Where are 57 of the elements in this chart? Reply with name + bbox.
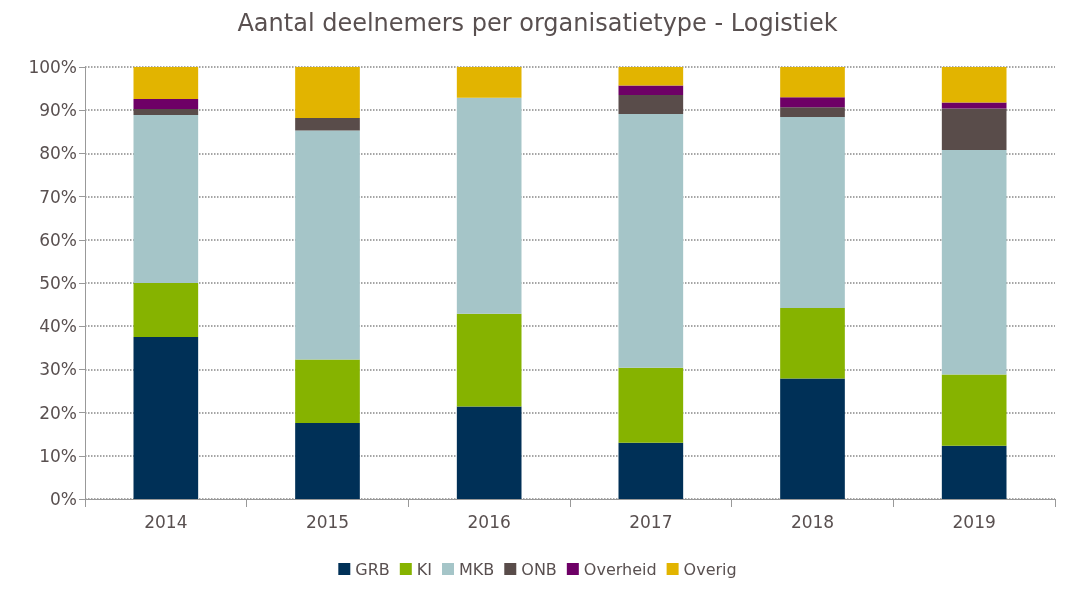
bar [456,97,522,314]
legend-label: ONB [521,559,557,579]
bar [941,67,1007,103]
bar [133,337,199,499]
bar [133,114,199,283]
y-tick-label: 50% [39,273,77,293]
bar [456,313,522,407]
y-tick-label: 20% [39,402,77,423]
y-tick-label: 40% [39,316,77,337]
bar [295,67,360,118]
bar [456,67,522,98]
legend-label: KI [416,559,433,579]
bar [780,378,845,499]
bar [618,85,684,96]
bar [941,445,1007,499]
bar [133,67,199,99]
bar [618,367,684,443]
y-tick-label: 0% [50,489,77,509]
bar [941,374,1007,446]
bar [295,117,360,131]
bar [295,359,360,423]
y-tick-label: 70% [39,186,77,207]
bar [295,130,360,360]
x-tick-label: 2014 [144,511,188,532]
bar [780,97,845,108]
chart-title: Aantal deelnemers per organisatietype - Logistiek [237,9,838,37]
bar [133,98,199,109]
bar [780,308,845,379]
bar [295,422,360,499]
bar [456,406,522,499]
y-tick-label: 30% [39,359,77,380]
bar [618,95,684,115]
legend-label: GRB [355,559,390,579]
bar [618,442,684,499]
bar [618,67,684,86]
y-tick-label: 10% [39,445,77,466]
legend-label: Overheid [583,559,657,579]
legend-label: Overig [683,559,737,579]
y-tick-label: 100% [28,57,77,77]
bar [618,114,684,368]
x-tick-label: 2015 [305,511,350,532]
legend-label: MKB [459,559,495,579]
bar [133,108,199,115]
bar [941,149,1007,375]
bar [941,108,1007,150]
x-tick-label: 2019 [952,511,996,532]
x-tick-label: 2017 [629,511,673,532]
bar [780,117,845,309]
y-tick-label: 80% [39,143,77,164]
bar [941,102,1007,109]
y-tick-label: 60% [39,229,77,250]
bar [133,283,199,337]
y-tick-label: 90% [39,100,77,121]
bar [780,67,845,98]
x-tick-label: 2016 [467,511,511,532]
bar [780,107,845,118]
x-tick-label: 2018 [790,511,835,532]
